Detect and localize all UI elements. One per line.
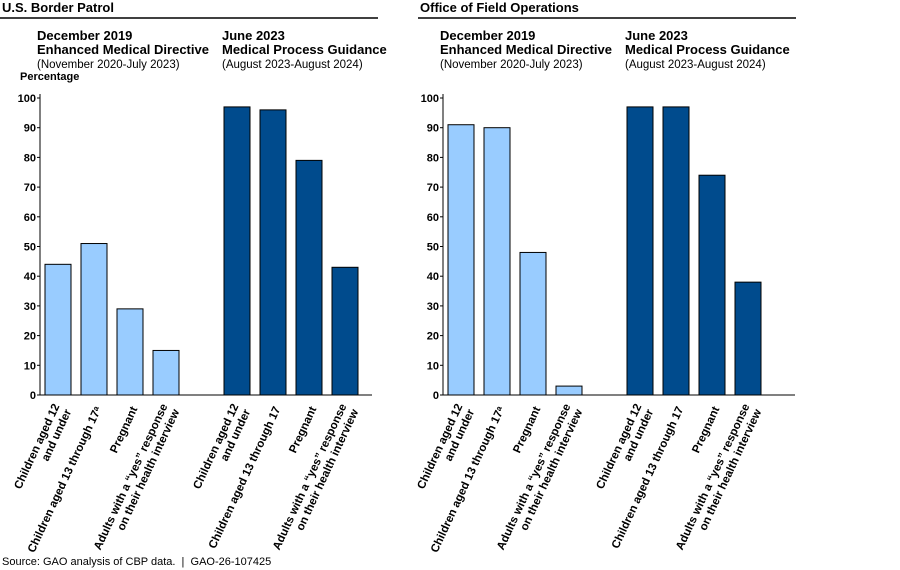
group-heading: December 2019 <box>440 28 535 43</box>
group-period: (November 2020-July 2023) <box>37 59 180 71</box>
y-tick-label: 40 <box>24 271 36 283</box>
y-tick-label: 60 <box>24 212 36 224</box>
group-period: (August 2023-August 2024) <box>222 59 363 71</box>
y-tick-label: 50 <box>24 242 36 254</box>
y-tick-label: 70 <box>427 182 439 194</box>
y-tick-label: 60 <box>427 212 439 224</box>
panel-title: Office of Field Operations <box>420 0 579 15</box>
x-tick-label-group: Pregnant <box>108 405 140 455</box>
group-heading: June 2023 <box>222 28 285 43</box>
bar <box>223 106 251 396</box>
group-heading: Enhanced Medical Directive <box>37 42 209 57</box>
bar <box>116 308 144 396</box>
bar <box>331 266 359 396</box>
bar <box>295 159 323 396</box>
group-period: (November 2020-July 2023) <box>440 59 583 71</box>
bar <box>555 385 583 396</box>
bar <box>152 349 180 396</box>
panel-title: U.S. Border Patrol <box>2 0 114 15</box>
y-tick-label: 10 <box>427 360 439 372</box>
group-heading: Medical Process Guidance <box>222 42 387 57</box>
y-tick-label: 70 <box>24 182 36 194</box>
bar <box>698 174 726 396</box>
y-tick-label: 20 <box>427 331 439 343</box>
group-heading: Medical Process Guidance <box>625 42 790 57</box>
x-tick-label-group: Pregnant <box>690 405 722 455</box>
y-tick-label: 90 <box>427 123 439 135</box>
bar <box>44 263 72 396</box>
x-tick-label-group: Pregnant <box>287 405 319 455</box>
bar <box>519 251 547 396</box>
x-tick-label: Pregnant <box>690 405 722 455</box>
x-tick-label: Pregnant <box>287 405 319 455</box>
group-heading: Enhanced Medical Directive <box>440 42 612 57</box>
y-tick-label: 100 <box>421 93 439 105</box>
group-heading: June 2023 <box>625 28 688 43</box>
y-axis-label: Percentage <box>20 71 79 83</box>
y-tick-label: 90 <box>24 123 36 135</box>
group-period: (August 2023-August 2024) <box>625 59 766 71</box>
y-tick-label: 10 <box>24 360 36 372</box>
group-heading: December 2019 <box>37 28 132 43</box>
bar <box>483 127 511 396</box>
y-tick-label: 50 <box>427 242 439 254</box>
y-tick-label: 30 <box>24 301 36 313</box>
bar <box>734 281 762 396</box>
y-tick-label: 100 <box>18 93 36 105</box>
y-tick-label: 0 <box>433 390 439 402</box>
source-note: Source: GAO analysis of CBP data. | GAO-… <box>2 556 271 568</box>
bar <box>626 106 654 396</box>
x-tick-label: Pregnant <box>511 405 543 455</box>
y-tick-label: 80 <box>427 152 439 164</box>
x-tick-label-group: Pregnant <box>511 405 543 455</box>
y-tick-label: 20 <box>24 331 36 343</box>
bar <box>259 109 287 396</box>
y-tick-label: 30 <box>427 301 439 313</box>
y-tick-label: 0 <box>30 390 36 402</box>
bar <box>80 243 108 396</box>
x-tick-label: Pregnant <box>108 405 140 455</box>
y-tick-label: 80 <box>24 152 36 164</box>
bar <box>447 124 475 396</box>
y-tick-label: 40 <box>427 271 439 283</box>
bar <box>662 106 690 396</box>
